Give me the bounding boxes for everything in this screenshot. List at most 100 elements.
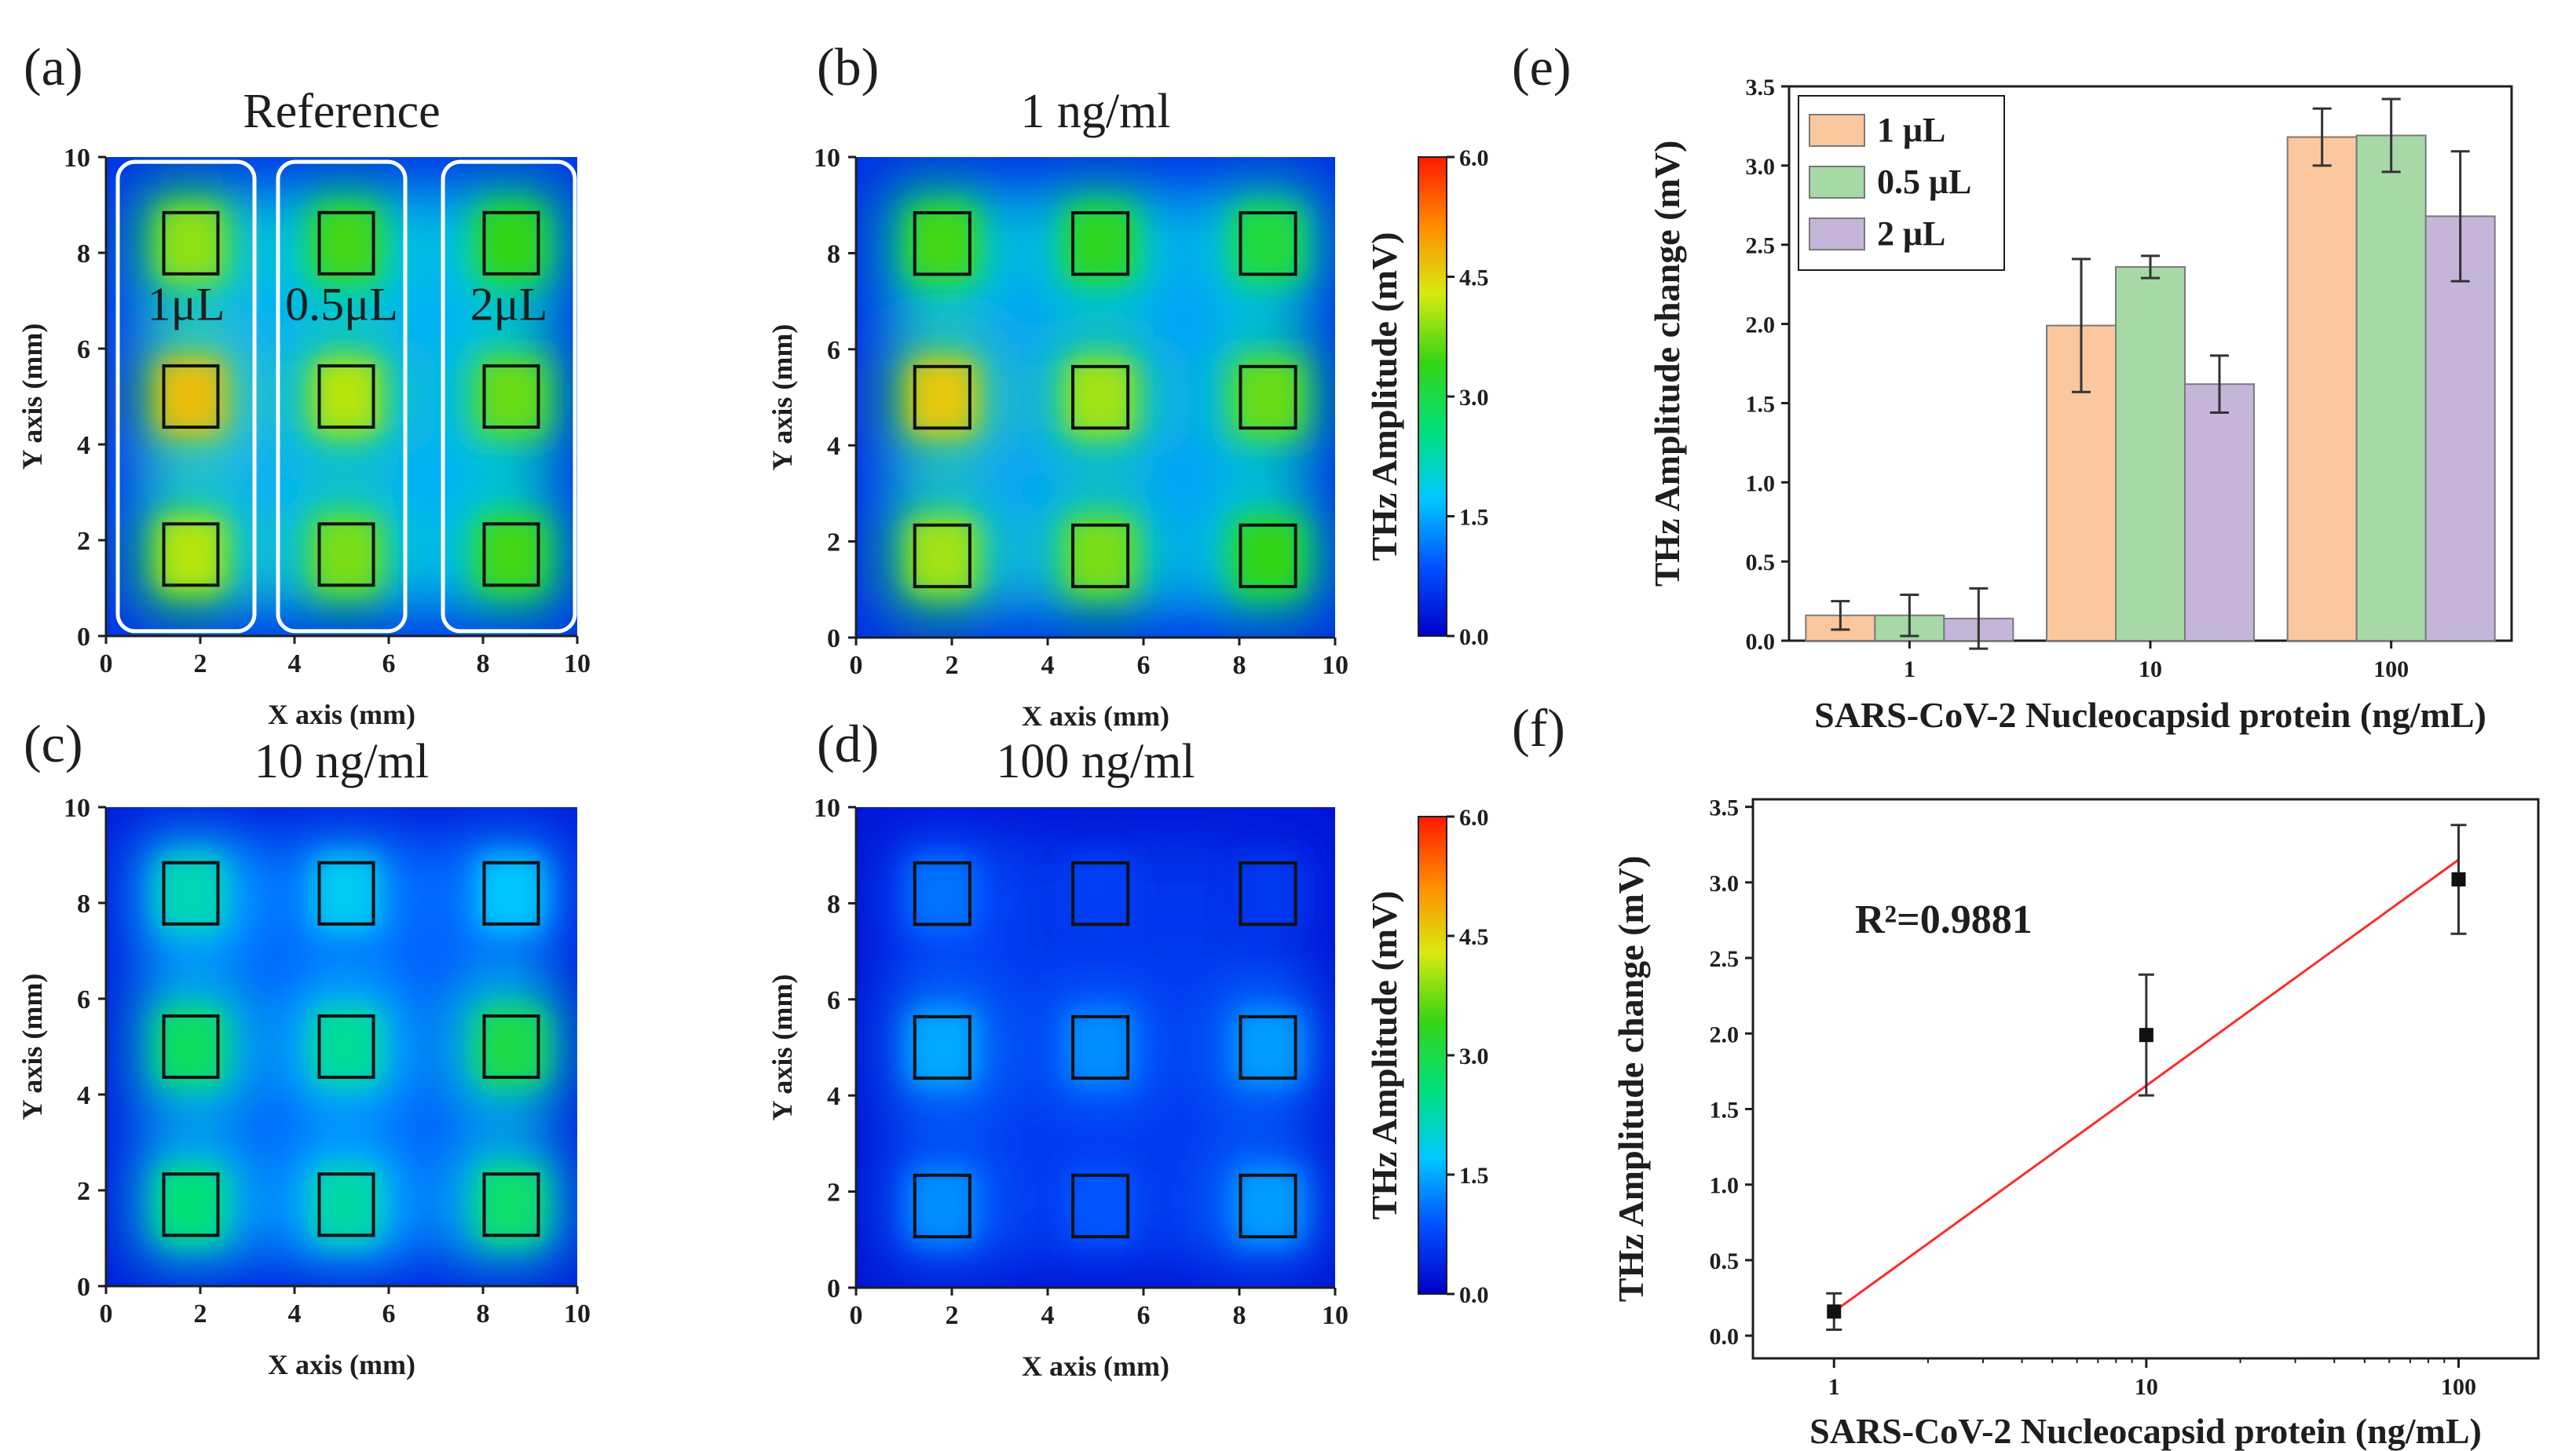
colorbar-label: THz Amplitude (mV): [1364, 890, 1404, 1219]
heatmap-spot-core: [1066, 855, 1135, 932]
heatmap-spot-core: [478, 1008, 545, 1085]
x-tick-label: 10: [2135, 1374, 2158, 1400]
x-tick-label: 4: [1041, 651, 1055, 680]
colorbar-tick-label: 0.0: [1459, 624, 1489, 650]
sample-square: [162, 1172, 220, 1237]
x-tick-label: 6: [382, 1299, 396, 1329]
y-tick-label: 8: [827, 890, 840, 919]
y-tick-label: 4: [77, 1081, 90, 1110]
y-tick-label: 0: [827, 624, 840, 653]
x-tick-label: 4: [288, 1299, 302, 1329]
x-axis-label: X axis (mm): [268, 699, 415, 730]
panel-label-e: (e): [1512, 37, 1571, 97]
y-axis-label: THz Amplitude change (mV): [1611, 856, 1651, 1303]
heatmap-spot-core: [1066, 1009, 1135, 1086]
heatmap-spot-core: [1066, 517, 1135, 594]
sample-square: [162, 1014, 220, 1080]
heatmap-spot-core: [478, 1166, 545, 1243]
data-point: [1827, 1304, 1842, 1319]
data-point: [2139, 1028, 2153, 1043]
sample-square: [482, 861, 540, 926]
y-axis-label: Y axis (mm): [767, 974, 798, 1121]
y-tick-label: 8: [827, 239, 840, 269]
heatmap-cores: [908, 855, 1303, 1244]
sample-square: [913, 861, 971, 927]
heatmap-cores: [908, 205, 1303, 594]
y-tick-label: 6: [77, 985, 90, 1014]
bar-1L-100: [2286, 136, 2358, 641]
x-tick-label: 0: [850, 1301, 863, 1330]
heatmap-spot-core: [908, 359, 977, 436]
colorbar-tick-label: 3.0: [1459, 385, 1489, 411]
y-tick-label: 4: [827, 1082, 840, 1111]
scatter-chart-f: 1 10 100 0.0 0.5 1.0 1.5 2.0 2.5 3.0 3.5 R²=0.9881 S…: [1611, 795, 2540, 1451]
legend-label: 1 μL: [1877, 111, 1945, 149]
sample-square: [482, 522, 540, 587]
x-tick-label: 10: [2139, 656, 2162, 682]
sample-square: [1071, 210, 1130, 276]
heatmap-spot-core: [157, 205, 225, 282]
sample-square: [1239, 364, 1297, 430]
y-tick-label: 6: [77, 335, 90, 364]
heatmap-spot-core: [1066, 205, 1135, 282]
x-tick-label: 8: [1233, 1301, 1246, 1330]
sample-square: [1239, 1014, 1297, 1080]
heatmap-spot-core: [157, 516, 225, 593]
y-tick-label: 3.0: [1710, 871, 1740, 897]
colorbar-tick-label: 6.0: [1459, 805, 1489, 831]
bar-0.5L-100: [2355, 134, 2427, 641]
sample-square: [162, 364, 220, 429]
heatmap-spot-core: [313, 855, 380, 932]
sample-square: [482, 1172, 540, 1237]
heatmap-spot-core: [1234, 1009, 1303, 1086]
x-axis-label: SARS-CoV-2 Nucleocapsid protein (ng/mL): [1809, 1411, 2482, 1451]
sample-square: [913, 210, 971, 276]
y-tick-label: 2.0: [1746, 312, 1776, 338]
y-axis-label: Y axis (mm): [16, 323, 48, 470]
x-tick-label: 0: [100, 1299, 113, 1329]
heatmap-spot-core: [313, 516, 380, 593]
panel-label-a: (a): [24, 37, 82, 97]
sample-square: [1239, 523, 1297, 589]
x-axis-label: X axis (mm): [1022, 1350, 1169, 1382]
r-squared-annotation: R²=0.9881: [1855, 897, 2033, 942]
x-tick-label: 2: [194, 649, 207, 678]
x-tick-label: 8: [477, 1299, 490, 1329]
sample-square: [162, 861, 220, 926]
y-tick-label: 3.0: [1746, 154, 1776, 180]
y-tick-label: 8: [77, 239, 90, 269]
colorbar-tick-label: 1.5: [1459, 505, 1489, 531]
colorbar-tick-label: 4.5: [1459, 924, 1489, 950]
x-tick-label: 100: [2373, 656, 2409, 682]
sample-square: [317, 364, 375, 429]
heatmap-cores: [157, 855, 545, 1243]
legend-swatch: [1809, 166, 1865, 199]
bar-2L-10: [2184, 383, 2255, 641]
x-axis-label: X axis (mm): [1022, 700, 1169, 732]
x-tick-label: 10: [564, 649, 591, 678]
sample-square: [913, 1014, 971, 1080]
y-axis-label: Y axis (mm): [767, 324, 798, 471]
group-label: 2μL: [470, 278, 548, 330]
bar-2L-100: [2424, 215, 2496, 641]
x-tick-label: 10: [1322, 651, 1348, 680]
panel-label-f: (f): [1512, 698, 1565, 758]
sample-square: [1071, 1173, 1130, 1239]
y-tick-label: 2: [77, 1177, 90, 1206]
x-tick-label: 1: [1904, 656, 1916, 682]
sample-square: [317, 1172, 375, 1237]
x-tick-label: 6: [1137, 651, 1151, 680]
y-tick-label: 1.5: [1746, 391, 1776, 417]
legend-label: 0.5 μL: [1877, 163, 1971, 201]
colorbar-label: THz Amplitude (mV): [1364, 232, 1404, 561]
heatmap-spot-core: [478, 358, 545, 435]
x-tick-label: 2: [946, 1301, 959, 1330]
x-axis-label: X axis (mm): [268, 1349, 415, 1380]
heatmap-field: [856, 807, 1335, 1288]
x-tick-label: 4: [1041, 1301, 1055, 1330]
y-tick-label: 2: [827, 528, 840, 557]
y-tick-label: 0: [77, 1273, 90, 1302]
heatmap-spot-core: [478, 516, 545, 593]
y-tick-label: 0.0: [1710, 1324, 1740, 1350]
